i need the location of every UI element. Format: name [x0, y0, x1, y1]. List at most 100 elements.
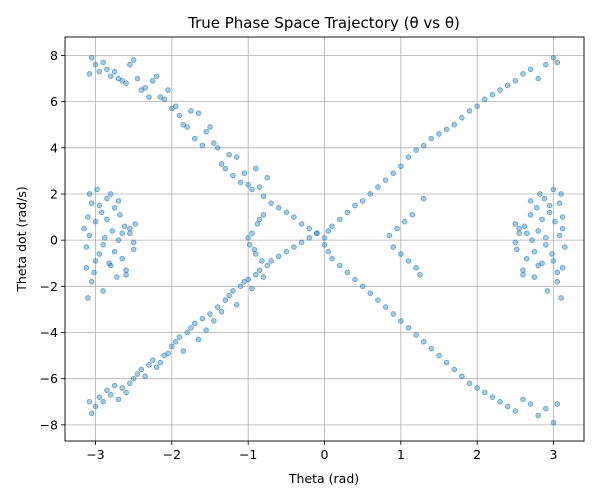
- scatter-point: [245, 276, 251, 283]
- chart-title: True Phase Space Trajectory (θ vs θ): [187, 14, 460, 32]
- scatter-point: [543, 241, 549, 248]
- scatter-point: [562, 244, 568, 250]
- scatter-point: [382, 177, 389, 183]
- scatter-point: [100, 288, 106, 294]
- scatter-point: [251, 246, 258, 253]
- scatter-point: [226, 292, 232, 299]
- scatter-point: [211, 318, 217, 324]
- scatter-point: [161, 96, 168, 103]
- scatter-point: [165, 87, 171, 93]
- scatter-point: [157, 359, 164, 366]
- scatter-point: [256, 184, 263, 190]
- scatter-point: [117, 211, 123, 218]
- scatter-point: [85, 214, 91, 220]
- scatter-point: [394, 225, 400, 232]
- x-axis-label: Theta (rad): [288, 471, 359, 486]
- scatter-point: [375, 297, 381, 303]
- scatter-point: [134, 371, 141, 377]
- scatter-point: [390, 311, 396, 317]
- scatter-point: [104, 216, 110, 223]
- scatter-point: [259, 258, 265, 264]
- scatter-point: [298, 221, 305, 227]
- scatter-point: [544, 288, 551, 294]
- scatter-point: [86, 191, 93, 197]
- scatter-point: [466, 380, 473, 387]
- scatter-point: [367, 290, 374, 297]
- scatter-point: [386, 232, 393, 239]
- scatter-point: [420, 195, 427, 202]
- scatter-point: [443, 359, 450, 366]
- scatter-point: [535, 262, 542, 269]
- scatter-point: [92, 403, 99, 410]
- scatter-point: [529, 237, 535, 243]
- scatter-point: [546, 209, 553, 216]
- scatter-point: [550, 419, 557, 426]
- scatter-point: [504, 403, 511, 410]
- scatter-point: [531, 248, 538, 255]
- scatter-point: [344, 209, 351, 216]
- data-points: [81, 54, 568, 426]
- scatter-point: [558, 191, 564, 197]
- scatter-point: [86, 71, 93, 77]
- scatter-point: [100, 398, 106, 405]
- scatter-point: [283, 209, 290, 216]
- scatter-point: [512, 239, 519, 246]
- scatter-point: [253, 271, 259, 278]
- scatter-point: [359, 283, 366, 290]
- scatter-point: [420, 338, 427, 345]
- x-tick-label: −3: [86, 447, 104, 462]
- scatter-point: [256, 216, 263, 223]
- scatter-point: [283, 248, 290, 255]
- scatter-point: [214, 145, 221, 151]
- scatter-point: [127, 61, 133, 68]
- scatter-point: [497, 87, 503, 93]
- scatter-point: [512, 221, 519, 227]
- scatter-point: [527, 66, 534, 73]
- scatter-point: [132, 221, 139, 227]
- scatter-point: [207, 311, 213, 317]
- scatter-point: [153, 364, 160, 370]
- scatter-point: [100, 241, 106, 248]
- x-tick-label: −2: [163, 447, 181, 462]
- x-tick-label: 0: [321, 447, 329, 462]
- scatter-point: [531, 274, 538, 280]
- y-tick-label: −4: [40, 325, 58, 340]
- scatter-point: [329, 255, 335, 262]
- scatter-point: [523, 255, 530, 262]
- scatter-point: [111, 68, 118, 75]
- scatter-point: [413, 332, 419, 338]
- scatter-point: [336, 262, 343, 269]
- scatter-point: [149, 357, 156, 364]
- scatter-point: [109, 228, 116, 234]
- scatter-point: [218, 161, 225, 167]
- scatter-point: [260, 274, 267, 280]
- scatter-point: [188, 325, 194, 331]
- scatter-point: [428, 345, 435, 352]
- scatter-point: [115, 237, 122, 243]
- scatter-point: [481, 389, 488, 396]
- scatter-point: [420, 142, 427, 149]
- scatter-point: [527, 198, 534, 204]
- scatter-point: [203, 128, 210, 135]
- scatter-point: [96, 68, 103, 75]
- scatter-point: [92, 218, 99, 225]
- scatter-point: [111, 382, 118, 389]
- scatter-point: [436, 352, 442, 359]
- scatter-point: [119, 230, 126, 237]
- scatter-point: [497, 398, 503, 405]
- scatter-point: [88, 410, 95, 417]
- scatter-point: [134, 75, 141, 82]
- scatter-point: [264, 262, 271, 269]
- scatter-point: [94, 186, 100, 193]
- scatter-point: [123, 267, 129, 273]
- scatter-point: [536, 191, 543, 197]
- scatter-point: [88, 54, 95, 61]
- scatter-point: [504, 82, 511, 89]
- scatter-point: [111, 205, 118, 211]
- scatter-point: [413, 147, 419, 153]
- scatter-point: [127, 230, 133, 237]
- x-tick-label: −1: [239, 447, 257, 462]
- scatter-point: [428, 135, 435, 142]
- scatter-point: [436, 131, 442, 137]
- x-axis-ticks: −3 −2 −1 0 1 2 3: [86, 441, 557, 462]
